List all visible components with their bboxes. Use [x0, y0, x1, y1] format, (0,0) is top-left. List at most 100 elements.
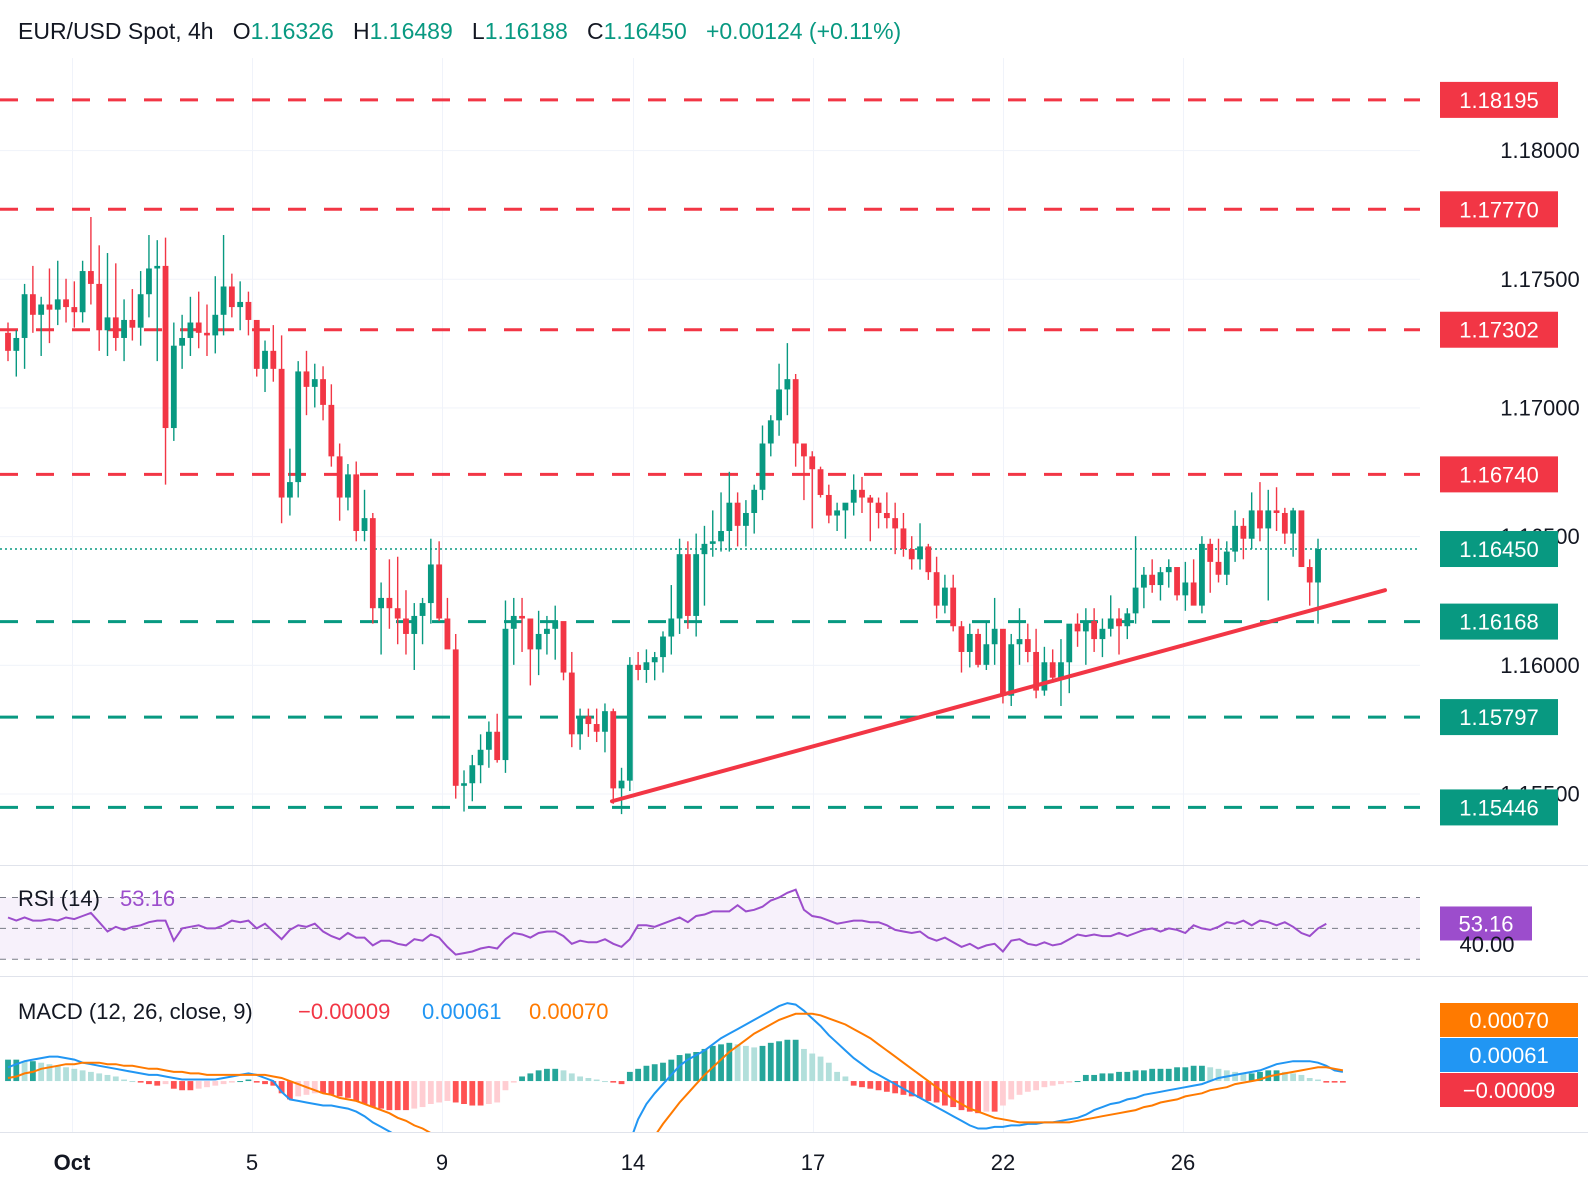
candle-body: [1215, 561, 1222, 575]
v-gridline: [72, 58, 73, 1132]
macd-histogram-bar: [635, 1068, 642, 1082]
candle-body: [1049, 662, 1056, 678]
candle-body: [345, 474, 351, 498]
v-gridline: [252, 58, 253, 1132]
macd-histogram-bar: [1190, 1065, 1197, 1082]
macd-histogram-bar: [63, 1067, 69, 1082]
candle-body: [718, 531, 724, 542]
candle-body: [983, 644, 990, 665]
macd-histogram-bar: [668, 1059, 675, 1082]
candle-body: [303, 371, 310, 387]
h-gridline: [0, 150, 1420, 152]
macd-histogram-bar: [958, 1081, 965, 1111]
candle-body: [933, 572, 940, 606]
resistance-level-badge: [1440, 311, 1558, 348]
macd-histogram-bar: [651, 1064, 658, 1082]
x-tick-label: 14: [621, 1150, 645, 1175]
macd-histogram-bar: [336, 1081, 343, 1097]
candle-body: [1190, 582, 1197, 606]
macd-histogram-bar: [1232, 1071, 1238, 1082]
candle-body: [1041, 662, 1048, 691]
macd-histogram-bar: [212, 1081, 219, 1086]
candle-body: [436, 564, 443, 619]
macd-histogram-bar: [353, 1081, 360, 1101]
candle-body: [1165, 567, 1172, 573]
macd-histogram-bar: [262, 1081, 268, 1085]
candle-body: [1140, 574, 1147, 588]
candle-body: [1149, 574, 1156, 586]
macd-histogram-bar: [46, 1064, 53, 1082]
candle-body: [784, 379, 791, 390]
macd-histogram-bar: [204, 1081, 210, 1088]
macd-histogram-bar: [1066, 1081, 1073, 1083]
macd-histogram-bar: [1207, 1067, 1214, 1082]
macd-histogram-bar: [345, 1081, 351, 1098]
macd-histogram-bar: [1339, 1081, 1346, 1083]
macd-histogram-bar: [510, 1081, 517, 1083]
candle-body: [38, 304, 45, 315]
candle-body: [1290, 510, 1297, 534]
macd-histogram-bar: [1248, 1073, 1255, 1082]
macd-histogram-bar: [618, 1081, 625, 1085]
macd-histogram-bar: [1024, 1081, 1031, 1092]
candle-body: [776, 389, 782, 421]
macd-histogram-bar: [1033, 1081, 1040, 1091]
x-tick-label: 9: [436, 1150, 448, 1175]
candle-body: [560, 621, 567, 673]
macd-histogram-bar: [1215, 1068, 1222, 1082]
candle-body: [701, 543, 708, 555]
rsi-value-badge: [1440, 906, 1532, 941]
macd-histogram-bar: [933, 1081, 940, 1103]
candle-body: [693, 554, 700, 616]
macd-histogram-bar: [245, 1079, 252, 1082]
macd-histogram-bar: [129, 1081, 136, 1083]
macd-signal-value: 0.00070: [529, 999, 609, 1024]
macd-histogram-bar: [452, 1081, 459, 1103]
candle-body: [635, 664, 642, 670]
candle-body: [643, 662, 650, 670]
candle-body: [1223, 551, 1230, 575]
candle-body: [386, 597, 393, 609]
candle-body: [461, 783, 467, 786]
macd-histogram-bar: [1165, 1068, 1172, 1082]
h-gridline: [0, 664, 1420, 666]
macd-histogram-bar: [709, 1045, 716, 1082]
macd-histogram-bar: [1331, 1081, 1338, 1083]
candle-body: [369, 518, 376, 609]
macd-histogram-bar: [1116, 1071, 1122, 1082]
price-tick-label: 1.17500: [1500, 267, 1580, 292]
candle-body: [1298, 510, 1305, 568]
macd-histogram-bar: [237, 1081, 244, 1083]
candle-body: [1281, 512, 1288, 534]
candle-body: [320, 379, 326, 405]
macd-histogram-bar: [983, 1081, 990, 1112]
candle-body: [1199, 543, 1205, 606]
candle-body: [950, 587, 957, 627]
candle-body: [220, 286, 227, 315]
macd-histogram-bar: [751, 1047, 758, 1082]
candle-body: [1033, 651, 1040, 691]
macd-histogram-bar: [1199, 1065, 1205, 1082]
macd-histogram-bar: [1149, 1068, 1156, 1082]
macd-histogram-bar: [767, 1042, 774, 1082]
v-gridline: [633, 58, 634, 1132]
macd-histogram-bar: [1257, 1071, 1263, 1082]
macd-histogram-bar: [950, 1081, 957, 1108]
price-tick-label: 1.17000: [1500, 395, 1580, 420]
candle-body: [817, 469, 824, 495]
macd-histogram-bar: [560, 1070, 567, 1082]
macd-histogram-bar: [311, 1081, 318, 1094]
macd-histogram-bar: [187, 1081, 194, 1091]
macd-histogram-bar: [121, 1079, 127, 1082]
candle-body: [5, 332, 11, 351]
candle-body: [162, 265, 169, 429]
candle-body: [527, 618, 534, 650]
low-label: L: [471, 18, 485, 44]
macd-histogram-bar: [502, 1081, 509, 1091]
candle-body: [1116, 618, 1122, 627]
candles-series: [5, 217, 1321, 815]
support-level-badge: [1440, 603, 1558, 640]
macd-histogram-bar: [676, 1055, 683, 1082]
